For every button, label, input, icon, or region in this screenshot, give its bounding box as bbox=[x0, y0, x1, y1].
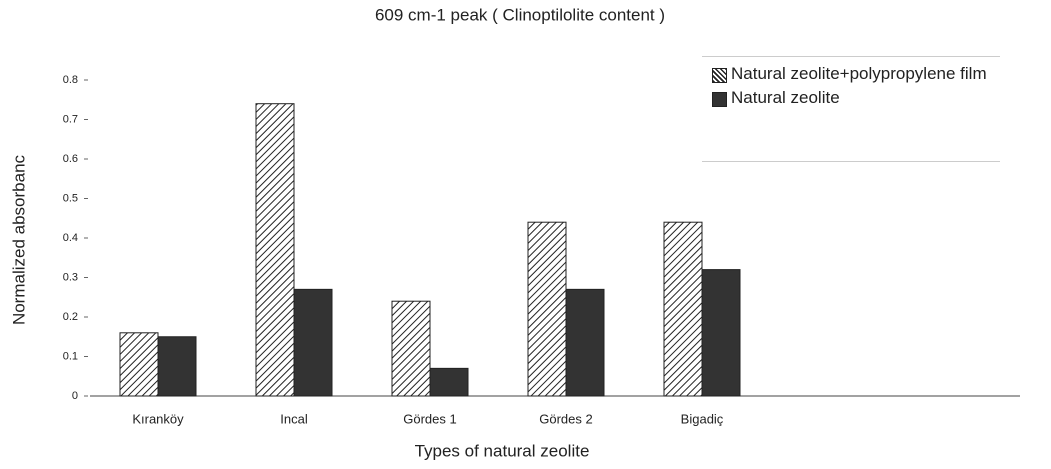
x-tick-label: Kıranköy bbox=[132, 411, 184, 426]
bar bbox=[527, 221, 567, 397]
y-tick-label: 0.7 bbox=[63, 113, 78, 125]
bar bbox=[119, 332, 159, 397]
y-tick-label: 0.6 bbox=[63, 153, 78, 165]
bar bbox=[293, 288, 333, 397]
bar bbox=[701, 269, 741, 397]
bar bbox=[255, 103, 295, 397]
legend-label: Natural zeolite+polypropylene film bbox=[731, 64, 987, 83]
y-tick-label: 0.8 bbox=[63, 74, 78, 86]
legend-item: Natural zeolite+polypropylene film bbox=[712, 63, 990, 85]
bar bbox=[663, 221, 703, 397]
x-tick-label: Bigadiç bbox=[681, 411, 724, 426]
x-axis-label: Types of natural zeolite bbox=[415, 441, 590, 460]
legend-label: Natural zeolite bbox=[731, 88, 840, 107]
x-tick-label: Gördes 2 bbox=[539, 411, 592, 426]
bar bbox=[429, 367, 469, 397]
y-axis-label: Normalized absorbanc bbox=[9, 154, 28, 325]
x-tick-label: Gördes 1 bbox=[403, 411, 456, 426]
legend-item: Natural zeolite bbox=[712, 87, 990, 109]
legend: Natural zeolite+polypropylene film Natura… bbox=[702, 56, 1000, 162]
legend-swatch bbox=[712, 92, 727, 107]
y-tick-label: 0.3 bbox=[63, 271, 78, 283]
y-tick-label: 0.1 bbox=[63, 350, 78, 362]
bar bbox=[391, 300, 431, 397]
bar bbox=[565, 288, 605, 397]
x-tick-label: Incal bbox=[280, 411, 308, 426]
y-tick-label: 0.2 bbox=[63, 311, 78, 323]
chart-title: 609 cm-1 peak ( Clinoptilolite content ) bbox=[375, 5, 665, 24]
bar bbox=[157, 336, 197, 397]
y-tick-label: 0.4 bbox=[63, 232, 78, 244]
legend-swatch bbox=[712, 68, 727, 83]
y-tick-label: 0.5 bbox=[63, 192, 78, 204]
y-tick-label: 0 bbox=[72, 390, 78, 402]
